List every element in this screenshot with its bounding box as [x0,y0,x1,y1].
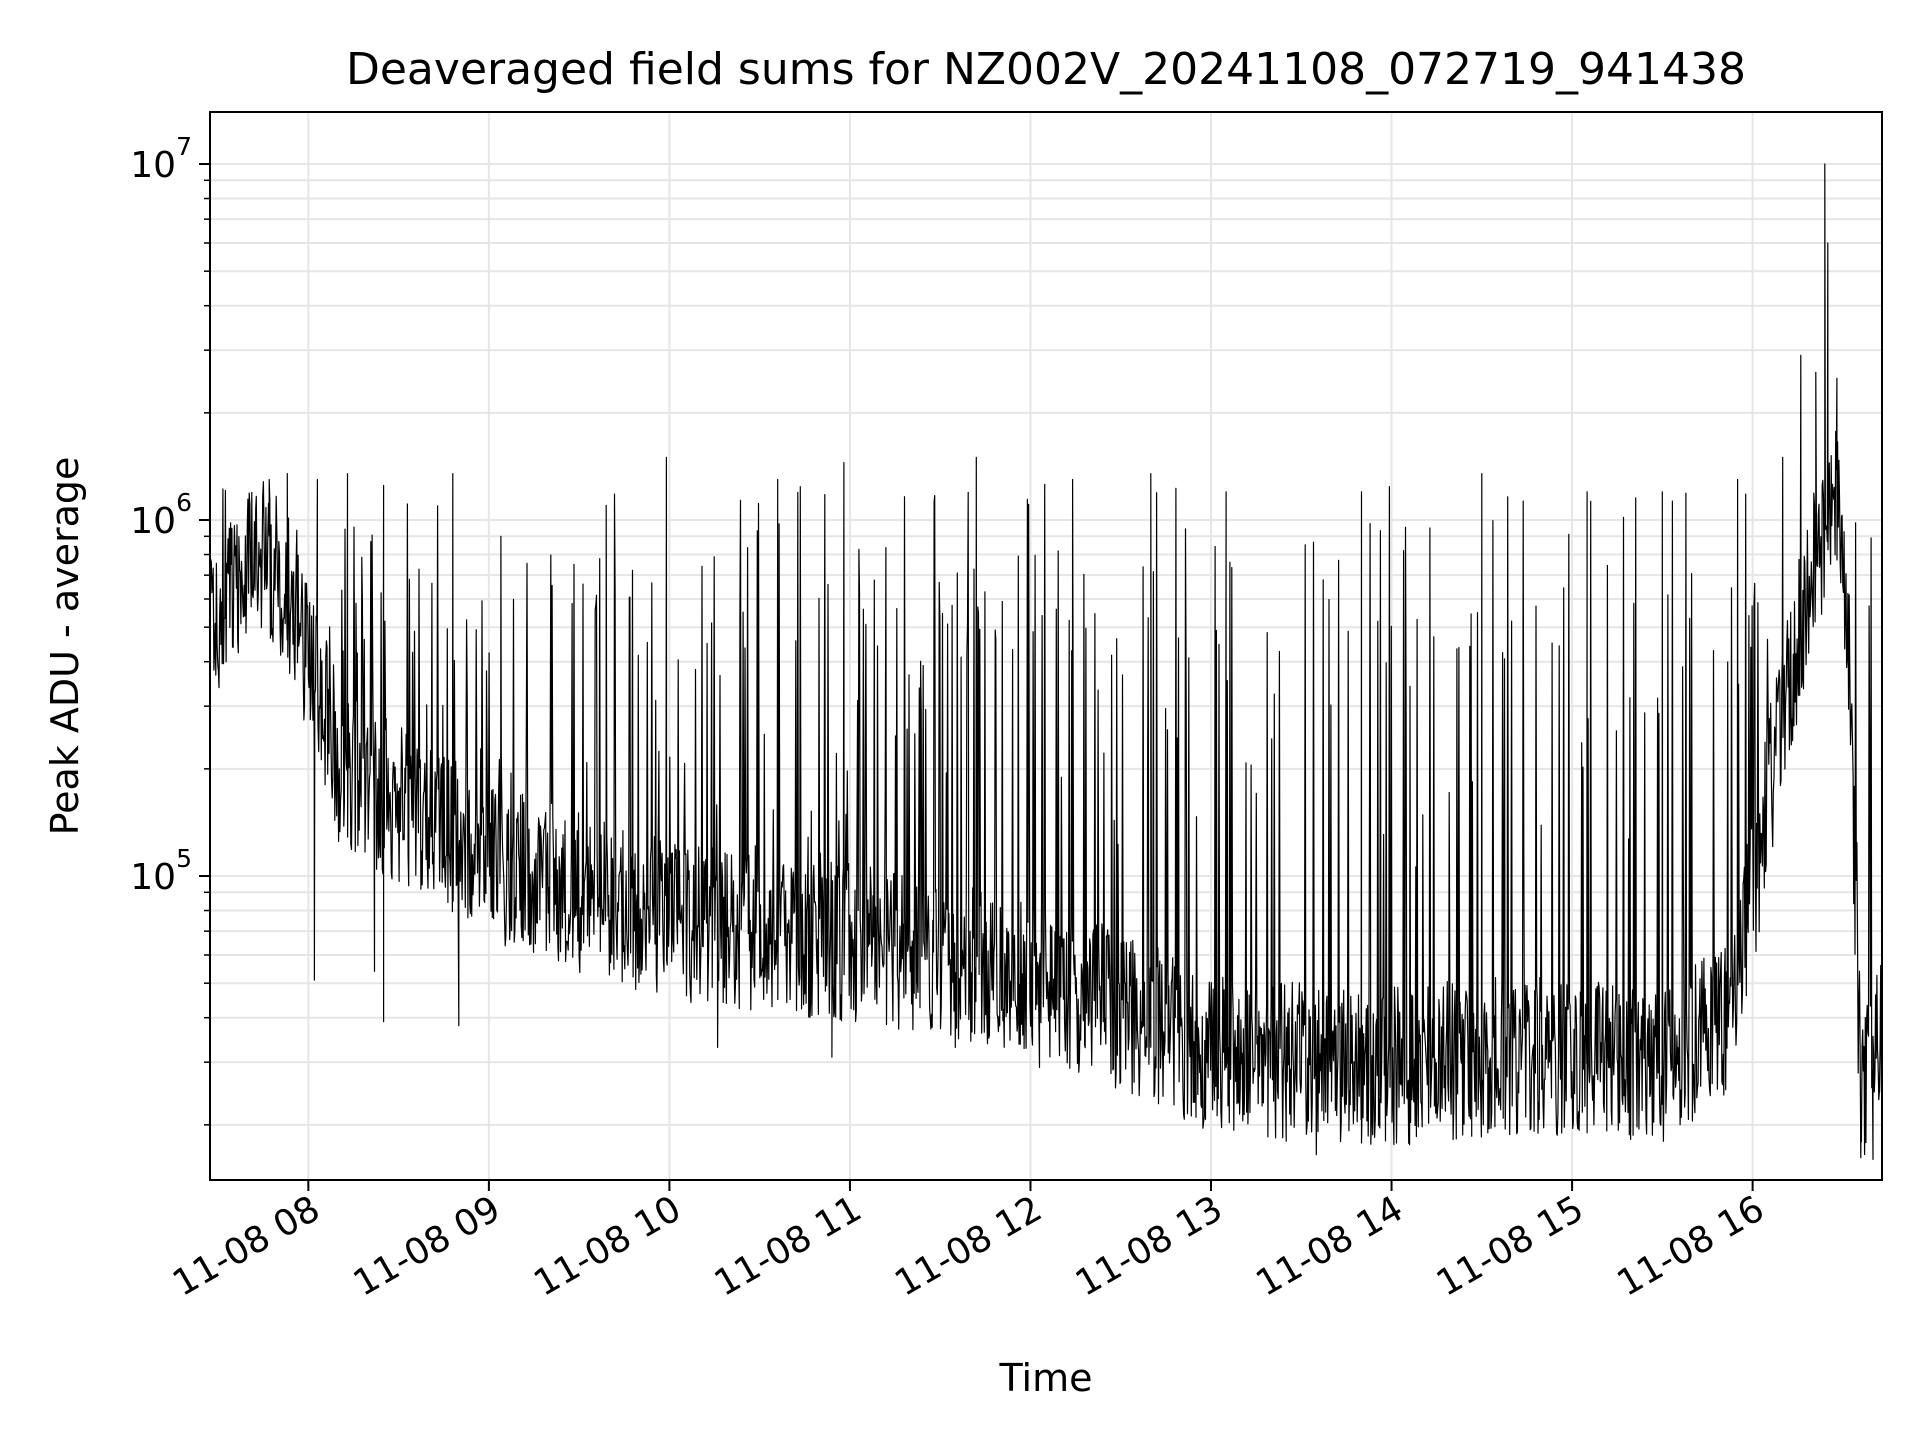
chart-title: Deaveraged field sums for NZ002V_2024110… [346,44,1746,95]
y-axis-label: Peak ADU - average [43,457,87,836]
series-layer [209,163,1883,1160]
x-axis-label: Time [999,1356,1093,1400]
plot-frame [209,111,1883,1181]
series-line [209,163,1883,1160]
plot-area [209,111,1883,1181]
